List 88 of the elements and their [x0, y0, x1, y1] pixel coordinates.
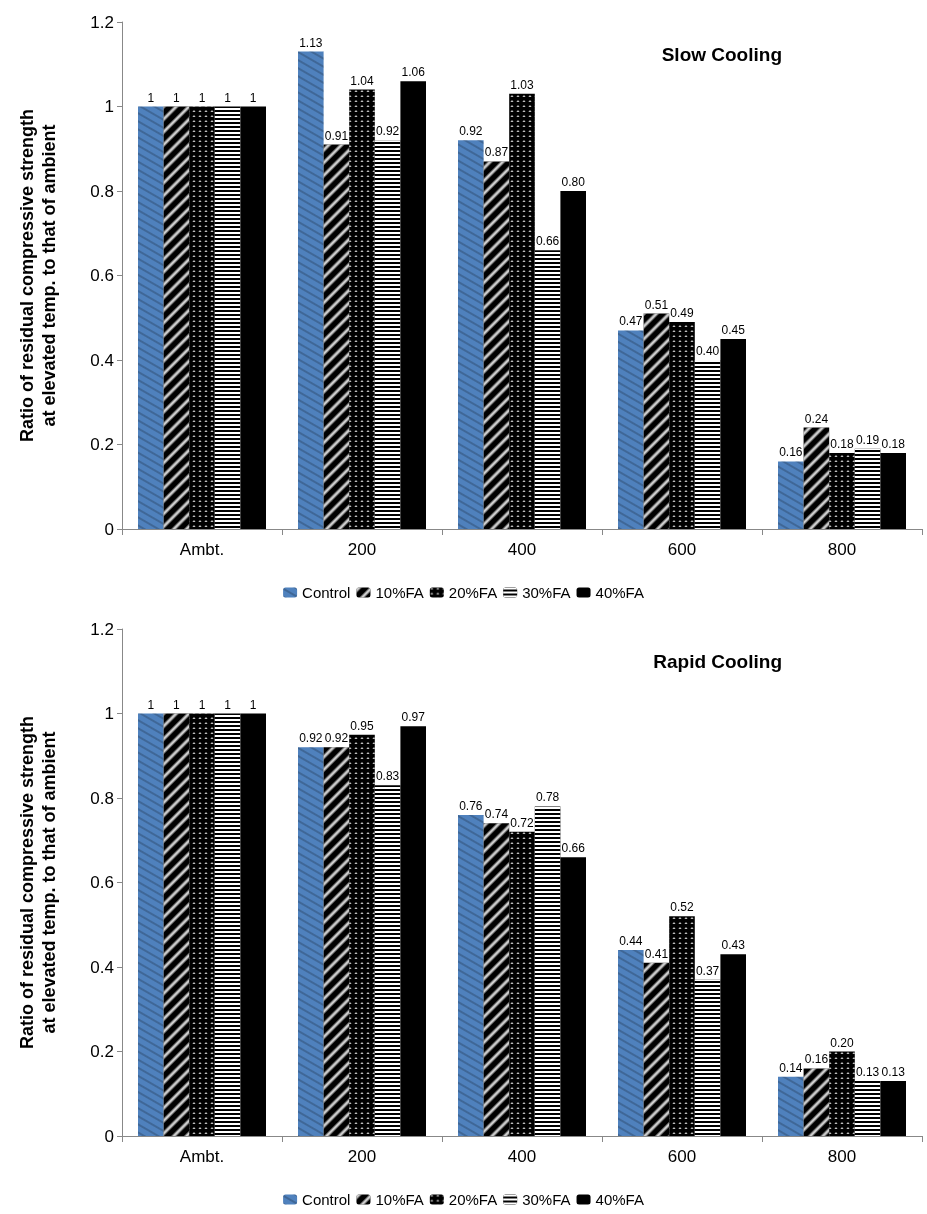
y-axis-title: Ratio of residual compressive strength at elevated temp. to that of ambient: [17, 715, 59, 1050]
data-label: 0.20: [830, 1035, 854, 1050]
data-label: 0.37: [695, 963, 720, 978]
data-label: 0.45: [721, 322, 746, 337]
x-tick-label: 600: [667, 1147, 697, 1166]
data-label: 0.18: [881, 436, 906, 451]
legend-label: 40%FA: [595, 1191, 644, 1208]
x-tick-label: 200: [347, 540, 377, 559]
data-label: 0.92: [459, 124, 483, 139]
x-tick-label: 600: [667, 540, 697, 559]
data-label: 1: [147, 697, 155, 712]
data-label: 1: [224, 697, 232, 712]
data-label: 0.92: [375, 124, 400, 139]
data-label: 0.91: [324, 128, 349, 143]
data-label: 0.66: [535, 234, 560, 249]
y-tick-label: 0: [104, 1126, 114, 1146]
data-label: 0.40: [695, 344, 720, 358]
data-label: 1: [198, 697, 206, 712]
legend-label: 20%FA: [448, 1191, 498, 1208]
data-label: 1.13: [299, 35, 323, 50]
legend-label: 10%FA: [375, 584, 424, 601]
data-label: 0.18: [830, 436, 854, 451]
y-tick-label: 0.8: [90, 788, 114, 808]
text: Slow Cooling: [661, 44, 783, 65]
data-label: 0.92: [324, 731, 349, 746]
x-tick-label: 200: [347, 1147, 377, 1166]
data-label: 0.92: [299, 731, 323, 746]
legend-label: 30%FA: [522, 584, 571, 601]
y-axis-title: Ratio of residual compressive strength at elevated temp. to that of ambient: [17, 108, 59, 443]
data-label: 1.06: [401, 65, 426, 80]
data-label: 0.52: [670, 900, 694, 915]
data-label: 0.87: [484, 145, 509, 160]
data-label: 1: [173, 697, 181, 712]
data-label: 0.78: [535, 790, 560, 805]
y-tick-label: 1.2: [90, 619, 114, 639]
y-tick-label: 0.2: [90, 1042, 114, 1061]
legend-label: 40%FA: [595, 584, 644, 601]
x-tick-label: Ambt.: [179, 540, 225, 559]
data-label: 0.44: [619, 934, 643, 949]
data-label: 1: [198, 90, 206, 105]
text: Rapid Cooling: [653, 651, 783, 672]
x-tick-label: Ambt.: [179, 1147, 225, 1166]
data-label: 1: [147, 90, 155, 105]
data-label: 0.80: [561, 175, 586, 189]
legend-label: Control: [302, 584, 351, 601]
x-tick-label: 800: [827, 540, 857, 559]
data-label: 0.13: [881, 1065, 906, 1080]
y-tick-label: 0.6: [90, 266, 114, 285]
data-label: 0.51: [644, 297, 669, 312]
data-label: 0.49: [670, 305, 694, 320]
legend-label: 10%FA: [375, 1191, 424, 1208]
data-label: 0.13: [855, 1065, 880, 1080]
data-label: 0.74: [484, 807, 509, 822]
y-tick-label: 0: [104, 519, 114, 539]
data-label: 0.47: [619, 314, 643, 329]
y-tick-label: 1.2: [90, 12, 114, 32]
y-tick-label: 1: [104, 97, 114, 116]
x-tick-label: 800: [827, 1147, 857, 1166]
data-label: 0.16: [804, 1052, 829, 1067]
y-tick-label: 0.6: [90, 873, 114, 892]
legend-label: 20%FA: [448, 584, 498, 601]
y-tick-label: 1: [104, 704, 114, 723]
legend-label: 30%FA: [522, 1191, 571, 1208]
y-tick-label: 0.4: [90, 957, 114, 977]
y-tick-label: 0.2: [90, 435, 114, 454]
data-label: 1: [249, 90, 257, 105]
data-label: 0.72: [510, 815, 534, 830]
data-label: 0.97: [401, 710, 426, 725]
data-label: 1.03: [510, 77, 534, 92]
data-label: 0.16: [779, 445, 803, 460]
data-label: 0.19: [855, 432, 880, 447]
data-label: 1: [173, 90, 181, 105]
x-tick-label: 400: [507, 540, 537, 559]
data-label: 1: [249, 697, 257, 712]
data-label: 0.41: [644, 946, 669, 961]
data-label: 0.83: [375, 769, 400, 784]
x-tick-label: 400: [507, 1147, 537, 1166]
y-tick-label: 0.4: [90, 350, 114, 370]
data-label: 1.04: [350, 73, 374, 88]
data-label: 0.43: [721, 938, 746, 953]
data-label: 0.66: [561, 841, 586, 856]
data-label: 0.76: [459, 798, 483, 813]
y-tick-label: 0.8: [90, 181, 114, 201]
data-label: 1: [224, 90, 232, 105]
data-label: 0.95: [350, 718, 374, 733]
data-label: 0.14: [779, 1060, 803, 1075]
legend-label: Control: [302, 1191, 351, 1208]
data-label: 0.24: [804, 411, 829, 426]
